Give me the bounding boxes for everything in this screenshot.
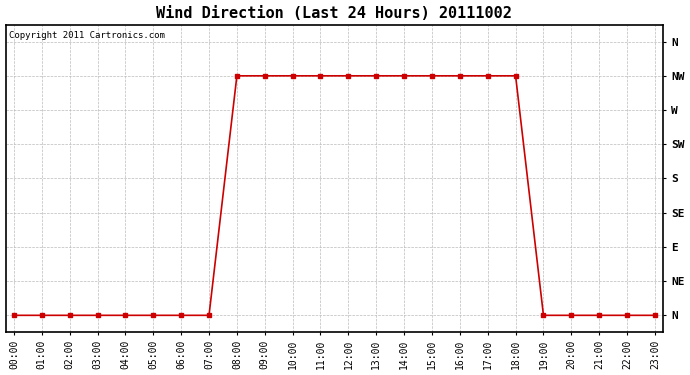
Title: Wind Direction (Last 24 Hours) 20111002: Wind Direction (Last 24 Hours) 20111002 (157, 6, 513, 21)
Text: Copyright 2011 Cartronics.com: Copyright 2011 Cartronics.com (9, 31, 165, 40)
